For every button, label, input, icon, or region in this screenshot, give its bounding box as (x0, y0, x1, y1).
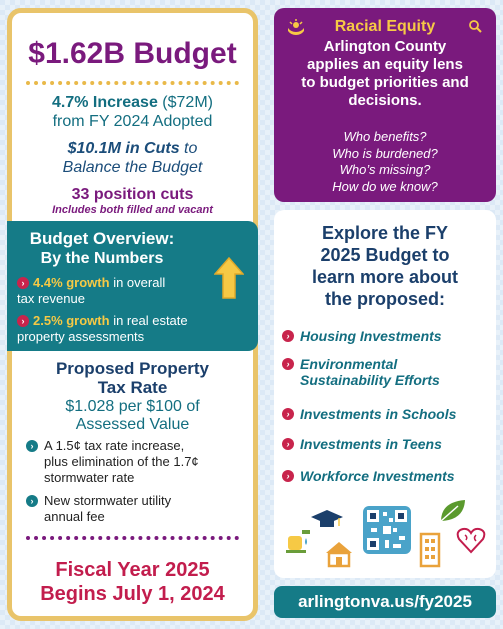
cuts-text: $10.1M in Cuts to Balance the Budget (12, 139, 253, 177)
property-rate: $1.028 per $100 of Assessed Value (12, 398, 253, 434)
explore-item-schools[interactable]: › Investments in Schools (282, 406, 456, 422)
chevron-right-icon: › (282, 408, 294, 420)
equity-body-line: applies an equity lens (307, 56, 463, 73)
property-tax-heading: Proposed Property Tax Rate (12, 359, 253, 397)
increase-amount: ($72M) (157, 94, 213, 111)
equity-questions: Who benefits? Who is burdened? Who’s mis… (274, 129, 496, 195)
explore-heading-line: Explore the FY (321, 223, 449, 243)
position-cuts: 33 position cuts Includes both filled an… (12, 185, 253, 216)
property-item-line: New stormwater utility (44, 493, 172, 508)
school-building-icon (419, 532, 441, 568)
explore-item-label: Sustainability Efforts (300, 372, 440, 388)
explore-item-environment[interactable]: › Environmental Sustainability Efforts (282, 356, 440, 388)
explore-heading-line: the proposed: (325, 289, 445, 309)
brain-heart-icon (456, 527, 486, 554)
dotted-divider (26, 536, 239, 540)
explore-item-housing[interactable]: › Housing Investments (282, 328, 442, 344)
chevron-right-icon: › (17, 315, 29, 327)
property-title-line2: Tax Rate (97, 378, 168, 397)
explore-item-label: Workforce Investments (300, 468, 455, 484)
house-icon (326, 542, 352, 568)
equity-body: Arlington County applies an equity lens … (280, 38, 490, 110)
chevron-right-icon: › (282, 358, 294, 370)
graduation-cap-icon (311, 510, 343, 527)
increase-text: 4.7% Increase ($72M) from FY 2024 Adopte… (12, 93, 253, 131)
increase-bold: 4.7% Increase (52, 94, 158, 111)
hands-icon (288, 19, 304, 35)
overview-item-rest: in overall (109, 275, 166, 290)
magnifier-icon (469, 20, 482, 33)
property-item-line: annual fee (44, 509, 105, 524)
property-item-line: A 1.5¢ tax rate increase, (44, 438, 185, 453)
property-item: › New stormwater utility annual fee (26, 493, 251, 525)
qr-code-icon[interactable] (363, 506, 411, 554)
equity-question: Who is burdened? (332, 145, 438, 161)
equity-question: Who benefits? (343, 129, 427, 144)
fiscal-line2: Begins July 1, 2024 (40, 583, 225, 605)
explore-item-label: Investments in Teens (300, 436, 442, 452)
explore-budget-card: Explore the FY 2025 Budget to learn more… (274, 210, 496, 578)
overview-item-line2: property assessments (17, 329, 145, 344)
chevron-right-icon: › (17, 277, 29, 289)
chevron-right-icon: › (282, 470, 294, 482)
property-item: › A 1.5¢ tax rate increase, plus elimina… (26, 438, 251, 486)
equity-question: How do we know? (332, 178, 438, 194)
equity-question: Who’s missing? (339, 162, 431, 177)
overview-title: Budget Overview: (29, 229, 175, 248)
chevron-right-icon: › (26, 440, 38, 452)
position-cuts-count: 33 position cuts (71, 186, 194, 203)
equity-title: Racial Equity (334, 18, 436, 35)
equity-body-line: decisions. (348, 92, 422, 109)
position-cuts-note: Includes both filled and vacant (52, 204, 213, 216)
property-rate-line1: $1.028 per $100 of (65, 398, 200, 415)
explore-heading-line: 2025 Budget to (320, 245, 450, 265)
property-item-line: plus elimination of the 1.7¢ (44, 454, 199, 469)
equity-body-line: Arlington County (323, 38, 447, 55)
chevron-right-icon: › (26, 495, 38, 507)
overview-subtitle: By the Numbers (40, 250, 164, 267)
explore-heading: Explore the FY 2025 Budget to learn more… (274, 222, 496, 310)
overview-item-line2: tax revenue (17, 291, 85, 306)
property-item-line: stormwater rate (44, 470, 135, 485)
explore-item-teens[interactable]: › Investments in Teens (282, 436, 442, 452)
overview-item-bold: 4.4% growth (33, 275, 110, 290)
property-title-line1: Proposed Property (55, 359, 210, 378)
budget-overview-panel: Budget Overview: By the Numbers › 4.4% gr… (7, 221, 258, 351)
cuts-bold: $10.1M in Cuts (67, 140, 180, 157)
dotted-divider (26, 81, 239, 85)
budget-title: $1.62B Budget (28, 37, 237, 70)
overview-item: › 2.5% growth in real estate property ass… (17, 313, 222, 345)
equity-body-line: to budget priorities and (301, 74, 469, 91)
overview-item: › 4.4% growth in overall tax revenue (17, 275, 222, 307)
cuts-line2: Balance the Budget (62, 159, 203, 176)
overview-heading: Budget Overview: By the Numbers (7, 229, 197, 269)
chevron-right-icon: › (282, 438, 294, 450)
overview-item-rest: in real estate (109, 313, 188, 328)
chevron-right-icon: › (282, 330, 294, 342)
fiscal-year-banner: Fiscal Year 2025 Begins July 1, 2024 (12, 558, 253, 606)
cuts-rest: to (179, 140, 198, 157)
budget-url-link[interactable]: arlingtonva.us/fy2025 (274, 586, 496, 618)
water-drop-icon (286, 530, 310, 553)
budget-summary-card: $1.62B Budget 4.7% Increase ($72M) from … (7, 8, 258, 621)
explore-item-label: Environmental (300, 356, 398, 372)
leaf-icon (440, 500, 465, 522)
explore-item-label: Housing Investments (300, 328, 442, 344)
racial-equity-card: Racial Equity Arlington County applies a… (274, 8, 496, 202)
increase-line2: from FY 2024 Adopted (52, 113, 213, 130)
fiscal-line1: Fiscal Year 2025 (55, 559, 210, 581)
explore-item-workforce[interactable]: › Workforce Investments (282, 468, 455, 484)
up-arrow-icon (214, 257, 244, 299)
overview-item-bold: 2.5% growth (33, 313, 110, 328)
explore-heading-line: learn more about (311, 267, 459, 287)
property-rate-line2: Assessed Value (75, 416, 190, 433)
explore-item-label: Investments in Schools (300, 406, 457, 422)
